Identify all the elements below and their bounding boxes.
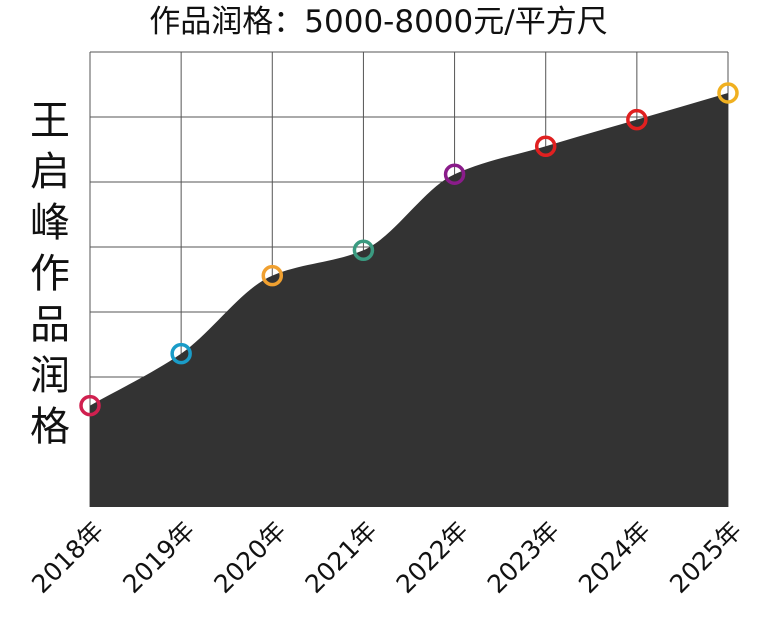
x-tick-label: 2020年	[208, 516, 291, 599]
x-tick-label: 2025年	[664, 516, 747, 599]
y-axis-label-char: 润	[30, 353, 70, 399]
y-axis-label: 王启峰作品润格	[18, 96, 82, 453]
x-tick-label: 2023年	[482, 516, 565, 599]
data-point-marker	[261, 264, 284, 287]
data-point-marker	[717, 82, 739, 104]
data-point-marker	[352, 239, 375, 261]
chart-title: 作品润格：5000-8000元/平方尺	[149, 4, 608, 40]
y-axis-label-char: 格	[30, 404, 70, 450]
x-tick-label: 2018年	[26, 516, 109, 599]
x-tick-label: 2022年	[391, 516, 474, 599]
data-point-marker	[443, 163, 466, 185]
data-point-marker	[79, 394, 101, 417]
data-point-marker	[626, 108, 648, 131]
area-series	[90, 92, 728, 507]
data-point-marker	[534, 135, 557, 157]
x-tick-labels: 2018年 2019年 2020年 2021年 2022年 2023年 2024年 2025年	[26, 516, 747, 599]
x-tick-label: 2024年	[573, 516, 656, 599]
y-axis-label-char: 启	[30, 149, 70, 195]
y-axis-label-char: 峰	[30, 200, 70, 246]
y-axis-label-char: 品	[30, 302, 70, 348]
x-tick-label: 2019年	[117, 516, 200, 599]
y-axis-label-char: 王	[30, 98, 70, 144]
x-tick-label: 2021年	[300, 516, 383, 599]
y-axis-label-char: 作	[30, 251, 70, 297]
data-markers	[79, 82, 739, 417]
data-point-marker	[170, 342, 192, 365]
